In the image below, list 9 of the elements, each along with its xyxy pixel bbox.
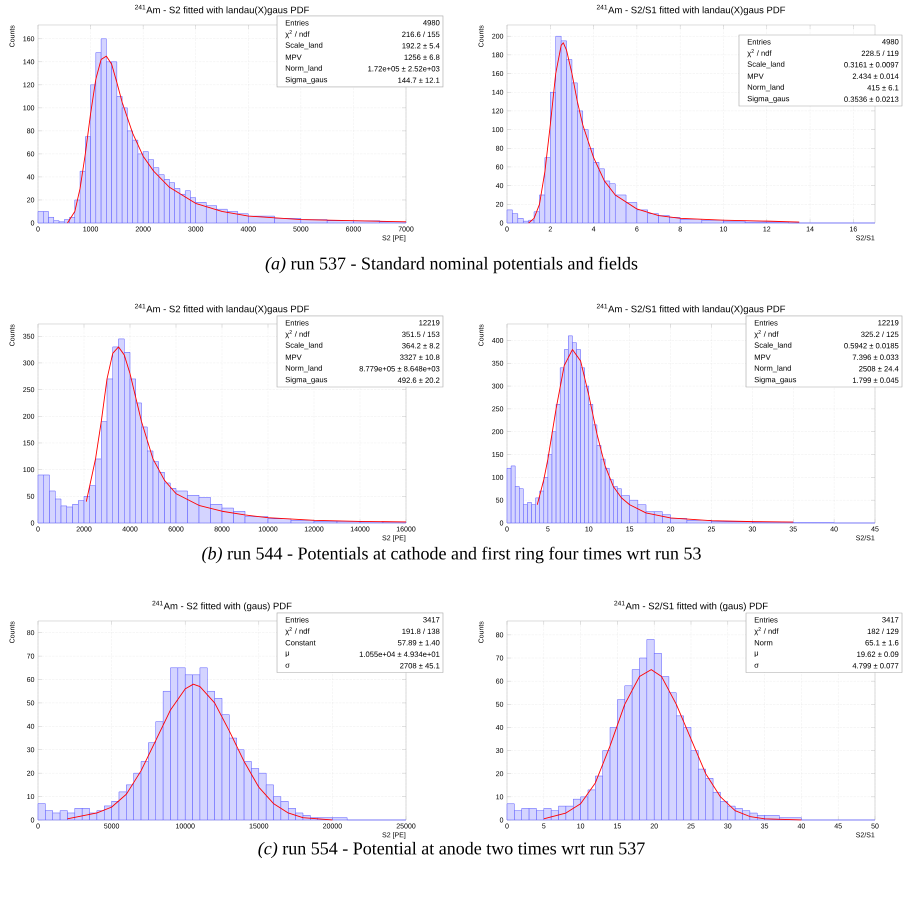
chart-title: $^{241}$Am - S2 fitted with landau(X)gaus PDF — [134, 304, 309, 314]
text: (a) run 537 - Standard nominal potentials and fields — [266, 256, 638, 274]
chart-title: $^{241}$Am - S2/S1 fitted with landau(X)gaus PDF — [596, 4, 786, 16]
text: (b) run 544 - Potentials at cathode and first ring four times wrt run 53 — [202, 546, 701, 564]
chart-title: $^{241}$Am - S2 fitted with landau(X)gaus PDF — [134, 4, 309, 16]
chart-title: $^{241}$Am - S2 fitted with (gaus) PDF — [152, 600, 292, 612]
chart-title: $^{241}$Am - S2/S1 fitted with landau(X)gaus PDF — [596, 304, 786, 314]
text: (c) run 554 - Potential at anode two times wrt run 537 — [258, 842, 645, 858]
chart-title: $^{241}$Am - S2/S1 fitted with (gaus) PDF — [614, 600, 768, 612]
